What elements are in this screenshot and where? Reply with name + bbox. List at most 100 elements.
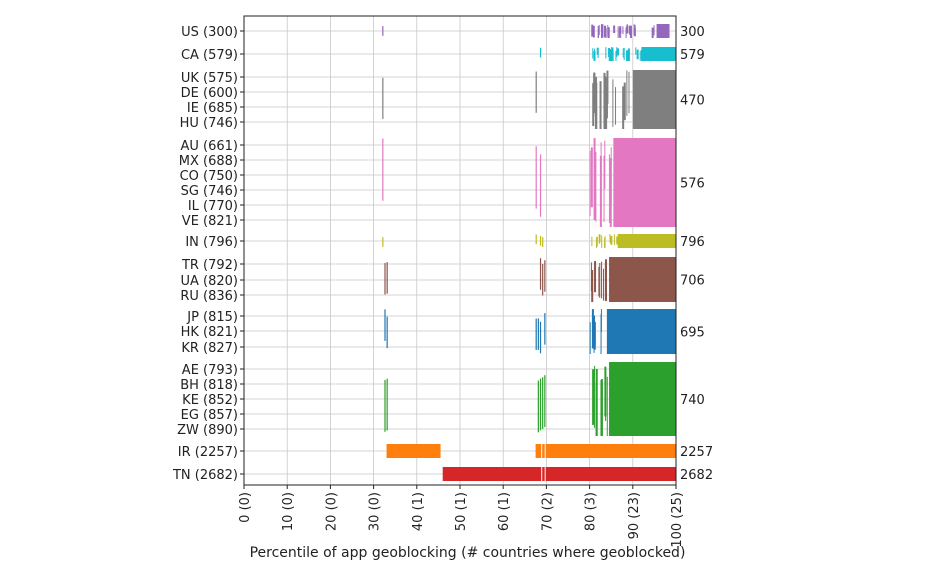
bar-gap	[544, 467, 546, 481]
tick-mark	[599, 155, 602, 227]
tick-mark	[592, 369, 595, 425]
tick-mark	[604, 140, 606, 190]
group-value-label: 796	[680, 235, 705, 250]
y-tick-label: SG (746)	[181, 184, 238, 199]
group-value-label: 300	[680, 25, 705, 40]
bar-gap	[541, 444, 543, 458]
tick-mark	[601, 28, 603, 38]
y-tick-label: ZW (890)	[177, 423, 238, 438]
tick-mark	[604, 75, 607, 122]
y-tick-label: JP (815)	[186, 310, 238, 325]
tick-mark	[597, 27, 599, 38]
tick-mark	[618, 27, 620, 38]
tick-mark	[604, 259, 607, 300]
bar-segment	[535, 444, 676, 458]
tick-mark	[620, 27, 622, 38]
group-value-label: 740	[680, 393, 705, 408]
x-tick-label: 80 (3)	[584, 492, 599, 531]
tick-mark	[382, 138, 384, 201]
solid-block	[641, 47, 676, 61]
tick-mark	[612, 79, 614, 127]
tick-mark	[595, 151, 597, 222]
y-tick-label: IR (2257)	[178, 445, 238, 460]
tick-mark	[603, 268, 605, 301]
tick-mark	[613, 234, 615, 245]
tick-mark	[598, 24, 600, 36]
y-tick-label: VE (821)	[182, 214, 238, 229]
solid-block	[613, 138, 676, 227]
tick-mark	[600, 314, 602, 354]
x-tick-label: 90 (23)	[627, 492, 642, 539]
tick-mark	[382, 237, 384, 247]
tick-mark	[594, 76, 597, 129]
y-tick-label: TN (2682)	[172, 468, 238, 483]
tick-mark	[593, 138, 596, 221]
tick-mark	[594, 261, 597, 293]
tick-mark	[384, 379, 386, 432]
tick-mark	[639, 50, 641, 61]
y-tick-label: IE (685)	[187, 101, 238, 116]
tick-mark	[623, 82, 626, 121]
tick-mark	[633, 27, 636, 37]
group-value-label: 470	[680, 94, 705, 109]
tick-mark	[599, 262, 601, 298]
tick-mark	[606, 70, 609, 104]
tick-mark	[600, 309, 602, 333]
tick-mark	[601, 235, 603, 248]
y-tick-label: AU (661)	[181, 139, 239, 154]
tick-mark	[384, 263, 386, 295]
solid-block	[606, 309, 676, 354]
tick-mark	[594, 322, 596, 346]
tick-mark	[542, 237, 544, 247]
solid-block	[656, 24, 670, 38]
tick-mark	[617, 26, 619, 38]
tick-mark	[607, 28, 609, 36]
group-value-label: 2257	[680, 445, 713, 460]
x-tick-label: 40 (1)	[411, 492, 426, 531]
tick-mark	[610, 235, 613, 245]
tick-mark	[609, 158, 612, 227]
tick-mark	[595, 237, 597, 248]
tick-mark	[604, 366, 607, 417]
tick-mark	[591, 309, 594, 349]
group-value-label: 695	[680, 326, 705, 341]
y-tick-label: TR (792)	[181, 258, 238, 273]
y-tick-label: MX (688)	[179, 154, 238, 169]
bar-segment	[386, 444, 441, 458]
tick-mark	[589, 151, 591, 216]
tick-mark	[544, 313, 546, 345]
y-tick-label: KR (827)	[181, 341, 238, 356]
x-tick-label: 20 (0)	[324, 492, 339, 531]
group-value-label: 2682	[680, 468, 713, 483]
tick-mark	[593, 51, 596, 61]
tick-mark	[539, 235, 542, 246]
x-tick-label: 10 (0)	[281, 492, 296, 531]
tick-mark	[535, 234, 537, 245]
tick-mark	[599, 234, 601, 243]
tick-mark	[539, 378, 542, 431]
tick-mark	[616, 236, 619, 245]
tick-mark	[626, 50, 629, 61]
tick-mark	[605, 27, 607, 38]
tick-mark	[629, 25, 632, 38]
tick-mark	[535, 146, 537, 209]
group-value-label: 576	[680, 177, 705, 192]
tick-mark	[382, 77, 384, 120]
tick-mark	[605, 47, 607, 59]
tick-mark	[600, 24, 602, 32]
tick-mark	[597, 49, 599, 59]
tick-mark	[601, 261, 603, 299]
tick-mark	[542, 264, 544, 296]
tick-mark	[542, 377, 544, 430]
solid-block	[609, 257, 676, 302]
tick-mark	[622, 86, 625, 129]
group-value-label: 579	[680, 48, 705, 63]
tick-mark	[593, 315, 595, 340]
tick-mark	[615, 50, 617, 61]
tick-mark	[544, 260, 546, 292]
tick-mark	[539, 258, 542, 290]
x-tick-label: 60 (1)	[497, 492, 512, 531]
tick-mark	[608, 154, 610, 223]
y-tick-label: EG (857)	[181, 408, 238, 423]
tick-mark	[594, 365, 596, 428]
